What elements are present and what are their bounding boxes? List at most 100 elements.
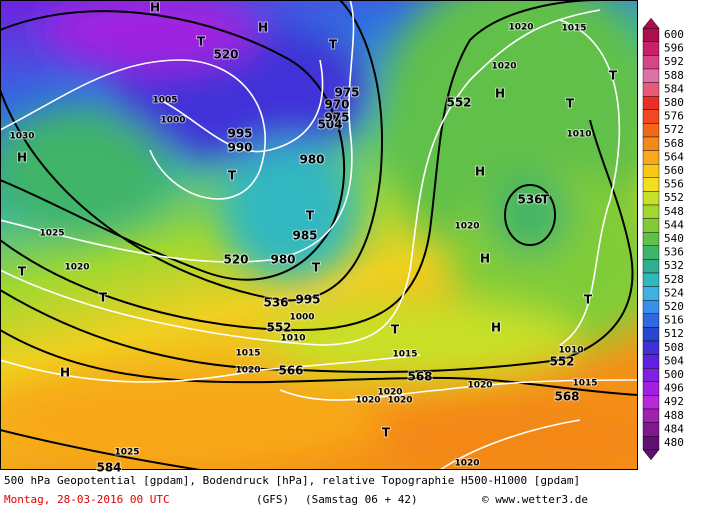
pressure-center: H: [60, 366, 70, 380]
colorbar-label: 540: [664, 232, 684, 245]
colorbar-label: 504: [664, 354, 684, 367]
contour-label: 970: [324, 98, 349, 112]
colorbar-label: 572: [664, 123, 684, 136]
footer-copyright: © www.wetter3.de: [482, 493, 588, 506]
contour-label: 552: [549, 355, 574, 369]
contour-label: 1015: [561, 24, 586, 34]
contour-label: 1010: [280, 334, 305, 344]
colorbar-top-arrow: [642, 17, 660, 29]
colorbar-label: 588: [664, 69, 684, 82]
contour-label: 980: [270, 253, 295, 267]
pressure-center: T: [382, 426, 391, 440]
colorbar-swatch: [642, 327, 660, 342]
contour-label: 520: [213, 48, 238, 62]
colorbar-label: 512: [664, 327, 684, 340]
map-frame: [0, 0, 638, 470]
colorbar-label: 524: [664, 286, 684, 299]
colorbar-swatch: [642, 231, 660, 246]
colorbar-swatch: [642, 272, 660, 287]
pressure-center: T: [541, 193, 550, 207]
contour-label: 1020: [235, 366, 260, 376]
contour-label: 1015: [572, 379, 597, 389]
contour-label: 1000: [289, 313, 314, 323]
contour-label: 1030: [9, 132, 34, 142]
colorbar-label: 600: [664, 28, 684, 41]
colorbar-label: 532: [664, 259, 684, 272]
colorbar-swatch: [642, 163, 660, 178]
colorbar-swatch: [642, 354, 660, 369]
colorbar-label: 508: [664, 341, 684, 354]
pressure-center: T: [329, 38, 338, 52]
colorbar-swatch: [642, 218, 660, 233]
contour-label: 1020: [467, 381, 492, 391]
colorbar-label: 480: [664, 436, 684, 449]
footer-run: (Samstag 06 + 42): [305, 493, 418, 506]
colorbar-swatch: [642, 136, 660, 151]
contour-label: 1010: [566, 130, 591, 140]
contour-label: 536: [263, 296, 288, 310]
contour-label: 584: [96, 461, 121, 475]
pressure-center: T: [584, 293, 593, 307]
colorbar-label: 592: [664, 55, 684, 68]
pressure-center: T: [228, 169, 237, 183]
contour-label: 1020: [377, 388, 402, 398]
pressure-center: T: [609, 69, 618, 83]
pressure-center: T: [391, 323, 400, 337]
colorbar-swatch: [642, 68, 660, 83]
contour-label: 985: [292, 229, 317, 243]
contour-label: 995: [295, 293, 320, 307]
colorbar-swatch: [642, 408, 660, 423]
colorbar-label: 492: [664, 395, 684, 408]
contour-label: 1020: [355, 396, 380, 406]
pressure-center: H: [491, 321, 501, 335]
colorbar-label: 556: [664, 178, 684, 191]
contour-label: 1020: [454, 459, 479, 469]
colorbar-label: 568: [664, 137, 684, 150]
contour-label: 1020: [64, 263, 89, 273]
pressure-center: H: [495, 87, 505, 101]
colorbar-label: 496: [664, 382, 684, 395]
colorbar-swatch: [642, 109, 660, 124]
contour-label: 990: [227, 141, 252, 155]
contour-label: 1015: [235, 349, 260, 359]
contour-label: 566: [278, 364, 303, 378]
colorbar-label: 576: [664, 110, 684, 123]
colorbar-swatch: [642, 395, 660, 410]
contour-label: 520: [223, 253, 248, 267]
colorbar-swatch: [642, 191, 660, 206]
contour-label: 1010: [558, 346, 583, 356]
colorbar-bottom-arrow: [642, 449, 660, 461]
colorbar-swatch: [642, 123, 660, 138]
colorbar-label: 488: [664, 409, 684, 422]
colorbar-label: 536: [664, 246, 684, 259]
contour-label: 552: [266, 321, 291, 335]
colorbar-swatch: [642, 245, 660, 260]
colorbar-swatch: [642, 313, 660, 328]
colorbar-label: 596: [664, 42, 684, 55]
contour-label: 552: [446, 96, 471, 110]
colorbar-swatch: [642, 95, 660, 110]
contour-label: 1020: [491, 62, 516, 72]
colorbar-swatch: [642, 177, 660, 192]
footer-model: (GFS): [256, 493, 289, 506]
colorbar-label: 552: [664, 191, 684, 204]
pressure-center: T: [306, 209, 315, 223]
contour-label: 1005: [152, 96, 177, 106]
contour-label: 1025: [39, 229, 64, 239]
colorbar-label: 500: [664, 368, 684, 381]
contour-label: 568: [554, 390, 579, 404]
colorbar-label: 544: [664, 218, 684, 231]
colorbar-label: 560: [664, 164, 684, 177]
colorbar-label: 564: [664, 150, 684, 163]
contour-label: 1015: [392, 350, 417, 360]
contour-label: 1025: [114, 448, 139, 458]
colorbar-swatch: [642, 204, 660, 219]
pressure-center: T: [566, 97, 575, 111]
colorbar-swatch: [642, 55, 660, 70]
pressure-center: H: [17, 151, 27, 165]
colorbar-label: 516: [664, 314, 684, 327]
contour-label: 980: [299, 153, 324, 167]
colorbar-swatch: [642, 422, 660, 437]
